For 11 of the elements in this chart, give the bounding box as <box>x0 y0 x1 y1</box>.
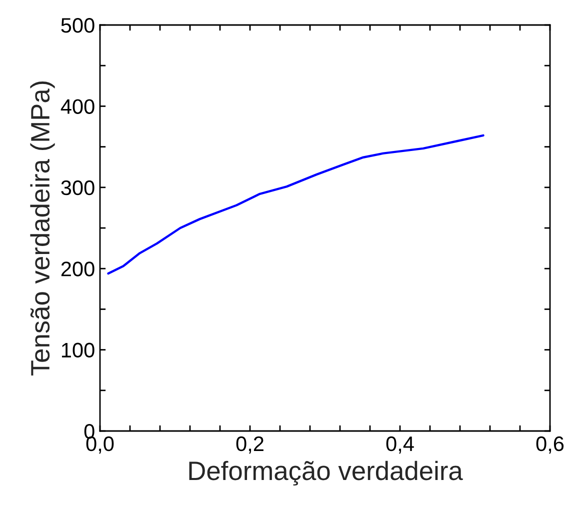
y-tick-label: 200 <box>61 262 94 276</box>
y-tick-label: 300 <box>61 180 94 196</box>
x-tick-label: 0,6 <box>536 436 564 454</box>
y-tick-label: 100 <box>62 342 94 358</box>
x-tick-label: 0,2 <box>236 436 264 454</box>
y-tick-label: 400 <box>60 99 94 114</box>
y-axis-title: Tensão verdadeira (MPa) <box>30 81 55 376</box>
x-tick-label: 0,4 <box>386 436 414 454</box>
x-axis-title: Deformação verdadeira <box>189 460 463 486</box>
y-tick-label: 500 <box>61 18 94 33</box>
line-series <box>107 134 484 275</box>
